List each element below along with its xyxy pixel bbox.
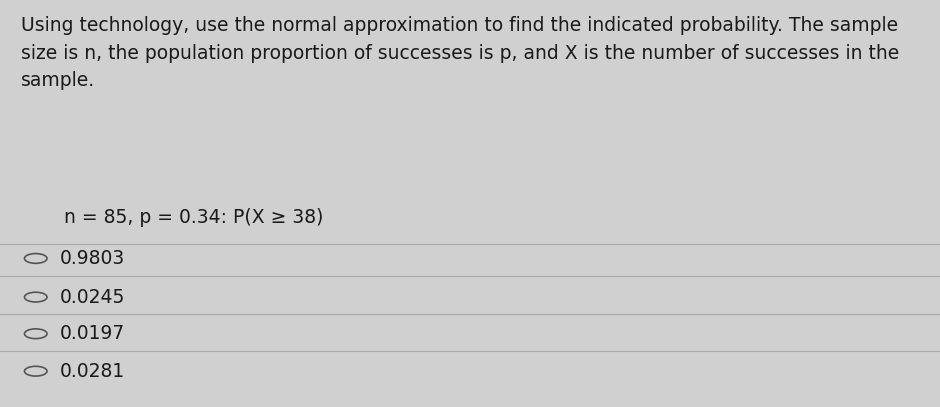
Text: 0.0281: 0.0281 <box>60 362 125 381</box>
Text: 0.0245: 0.0245 <box>60 288 126 306</box>
Text: 0.0197: 0.0197 <box>60 324 125 343</box>
Text: n = 85, p = 0.34: P(X ≥ 38): n = 85, p = 0.34: P(X ≥ 38) <box>64 208 323 227</box>
Text: Using technology, use the normal approximation to find the indicated probability: Using technology, use the normal approxi… <box>21 16 899 90</box>
Text: 0.9803: 0.9803 <box>60 249 125 268</box>
